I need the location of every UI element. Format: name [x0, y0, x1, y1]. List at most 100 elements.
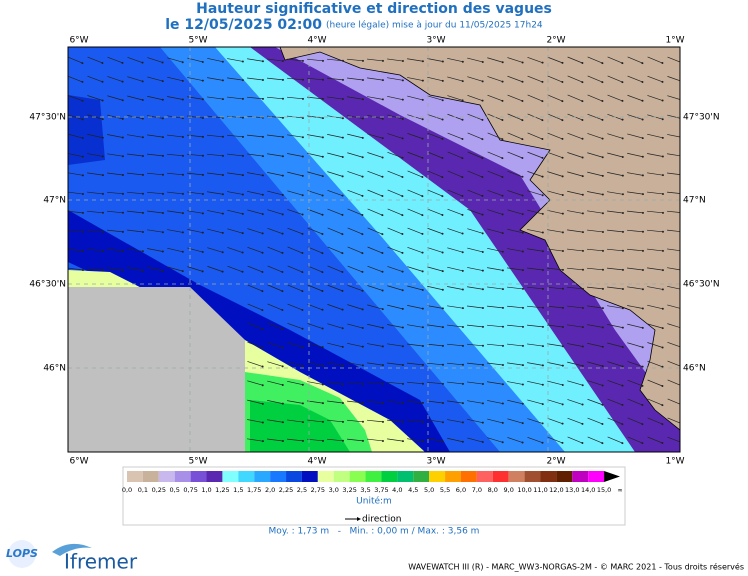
- scale-box: [286, 471, 302, 482]
- arrow: [307, 400, 323, 404]
- arrow-head: [181, 270, 184, 273]
- arrow-head: [181, 98, 184, 101]
- arrow-head: [241, 251, 244, 254]
- arrow: [267, 438, 283, 442]
- scale-label: 5,5: [440, 486, 450, 494]
- arrow-head: [401, 233, 404, 236]
- arrow-head: [441, 118, 444, 121]
- arrow-head: [281, 136, 284, 139]
- arrow: [507, 286, 523, 290]
- arrow-head: [621, 326, 624, 329]
- arrow: [87, 191, 103, 195]
- arrow: [407, 285, 423, 291]
- arrow: [507, 305, 523, 309]
- arrow: [567, 380, 583, 386]
- arrow-head: [81, 230, 84, 233]
- arrow: [227, 134, 243, 138]
- arrow: [447, 305, 463, 309]
- arrow: [427, 324, 443, 328]
- arrow-head: [261, 365, 264, 368]
- arrow: [327, 400, 343, 404]
- arrow-head: [661, 155, 664, 158]
- scale-box: [397, 471, 414, 482]
- arrow-head: [401, 156, 404, 159]
- arrow-head: [381, 137, 384, 140]
- arrow-head: [321, 78, 324, 81]
- arrow: [287, 400, 303, 404]
- arrow-head: [421, 195, 424, 198]
- arrow: [307, 58, 323, 62]
- arrow-head: [141, 136, 144, 139]
- arrow: [367, 438, 383, 442]
- arrow: [427, 132, 443, 140]
- stats: Moy. : 1,73 m - Min. : 0,00 m / Max. : 3…: [269, 527, 480, 537]
- arrow: [547, 324, 563, 328]
- arrow: [627, 379, 643, 387]
- arrow: [607, 229, 623, 233]
- arrow: [267, 96, 283, 100]
- lon-label: 3°W: [426, 457, 445, 467]
- arrow: [347, 133, 363, 139]
- arrow: [587, 305, 603, 309]
- arrow: [247, 209, 263, 215]
- arrow: [467, 362, 483, 366]
- arrow: [247, 246, 263, 254]
- arrow: [627, 267, 643, 271]
- arrow-head: [541, 383, 544, 386]
- arrow-head: [601, 118, 604, 121]
- arrow: [527, 248, 543, 252]
- arrow-head: [321, 175, 324, 178]
- arrow-head: [261, 328, 264, 331]
- arrow-head: [561, 212, 564, 215]
- arrow-head: [401, 195, 404, 198]
- arrow-head: [541, 231, 544, 234]
- arrow: [547, 267, 563, 271]
- arrow: [287, 227, 303, 235]
- arrow: [207, 77, 223, 81]
- lon-label: 1°W: [665, 36, 684, 46]
- arrow: [567, 417, 583, 425]
- arrow-head: [661, 62, 664, 65]
- arrow: [547, 151, 563, 159]
- scale-box: [301, 471, 318, 482]
- arrow: [87, 153, 103, 157]
- arrow-head: [461, 382, 464, 385]
- arrow: [527, 209, 543, 215]
- arrow: [487, 132, 503, 140]
- arrow: [507, 437, 523, 443]
- arrow: [327, 304, 343, 310]
- arrow-head: [581, 81, 584, 84]
- arrow: [287, 380, 303, 386]
- arrow-head: [161, 117, 164, 120]
- scale-box: [349, 471, 366, 482]
- arrow-head: [141, 231, 144, 234]
- arrow: [387, 285, 403, 291]
- arrow-head: [121, 211, 124, 214]
- arrow-head: [141, 80, 144, 83]
- arrow: [68, 172, 83, 176]
- arrow: [307, 342, 323, 348]
- arrow-head: [381, 214, 384, 217]
- arrow-head: [581, 403, 584, 406]
- arrow: [567, 75, 583, 83]
- arrow: [587, 191, 603, 195]
- arrow: [167, 210, 183, 214]
- arrow: [607, 267, 623, 271]
- arrow: [327, 284, 343, 292]
- arrow-head: [201, 251, 204, 254]
- arrow-head: [481, 176, 484, 179]
- arrow-head: [241, 154, 244, 157]
- arrow-head: [381, 233, 384, 236]
- arrow: [487, 381, 503, 385]
- arrow-head: [521, 383, 524, 386]
- arrow: [667, 134, 680, 138]
- arrow-head: [261, 346, 264, 349]
- lat-label: 47°N: [683, 196, 706, 206]
- arrow-head: [461, 402, 464, 405]
- arrow-head: [601, 287, 604, 290]
- arrow: [607, 398, 623, 406]
- arrow: [607, 342, 623, 348]
- arrow: [527, 380, 543, 386]
- arrow: [167, 134, 183, 138]
- arrow-head: [521, 61, 524, 64]
